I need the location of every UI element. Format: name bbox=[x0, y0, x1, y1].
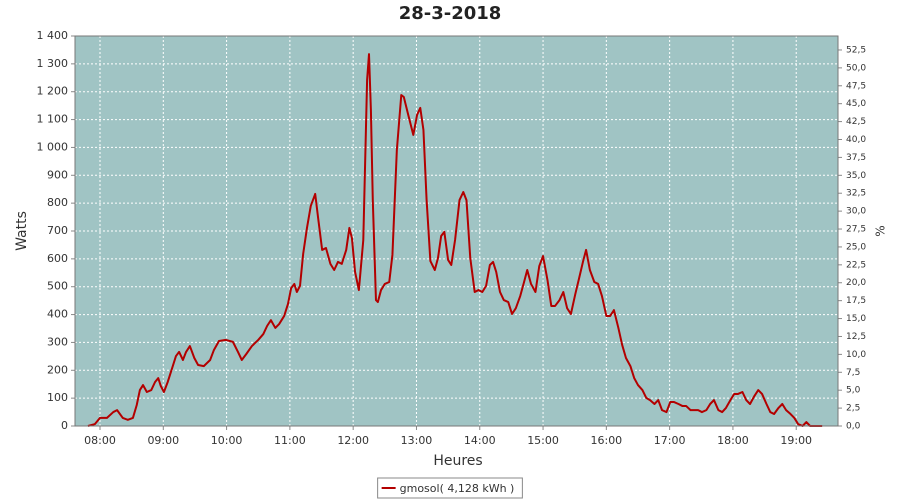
y-tick-label: 900 bbox=[47, 168, 68, 181]
y-tick-label: 1 200 bbox=[37, 85, 69, 98]
legend: gmosol( 4,128 kWh ) bbox=[377, 477, 523, 499]
legend-box bbox=[377, 477, 523, 499]
y2-tick-label: 32,5 bbox=[846, 189, 866, 199]
y2-tick-label: 45,0 bbox=[846, 99, 866, 109]
y-tick-label: 1 300 bbox=[37, 57, 69, 70]
y2-tick-label: 10,0 bbox=[846, 350, 866, 360]
y-tick-label: 400 bbox=[47, 308, 68, 321]
x-tick-label: 10:00 bbox=[211, 434, 243, 447]
x-tick-label: 14:00 bbox=[464, 434, 496, 447]
y-tick-label: 200 bbox=[47, 363, 68, 376]
y2-tick-label: 7,5 bbox=[846, 368, 860, 378]
y-tick-label: 600 bbox=[47, 252, 68, 265]
y2-tick-label: 25,0 bbox=[846, 242, 866, 252]
y2-tick-label: 22,5 bbox=[846, 260, 866, 270]
y-tick-label: 1 400 bbox=[37, 29, 69, 42]
x-tick-label: 18:00 bbox=[717, 434, 749, 447]
x-tick-label: 08:00 bbox=[84, 434, 116, 447]
y2-tick-label: 47,5 bbox=[846, 81, 866, 91]
y-tick-label: 300 bbox=[47, 335, 68, 348]
y-axis-label: Watts bbox=[14, 211, 30, 251]
x-tick-label: 16:00 bbox=[590, 434, 622, 447]
legend-label: gmosol( 4,128 kWh ) bbox=[400, 482, 515, 495]
y2-tick-label: 40,0 bbox=[846, 135, 866, 145]
y2-tick-label: 52,5 bbox=[846, 45, 866, 55]
y2-tick-label: 35,0 bbox=[846, 171, 866, 181]
y2-tick-label: 27,5 bbox=[846, 225, 866, 235]
y2-tick-label: 5,0 bbox=[846, 386, 861, 396]
y2-tick-label: 2,5 bbox=[846, 404, 860, 414]
y2-tick-label: 17,5 bbox=[846, 296, 866, 306]
x-tick-label: 15:00 bbox=[527, 434, 559, 447]
y2-axis-label: % bbox=[874, 225, 888, 236]
x-tick-label: 09:00 bbox=[147, 434, 179, 447]
y-tick-label: 0 bbox=[61, 419, 68, 432]
chart-title: 28-3-2018 bbox=[399, 3, 502, 24]
y2-tick-label: 0,0 bbox=[846, 422, 861, 432]
y-tick-label: 700 bbox=[47, 224, 68, 237]
x-tick-label: 13:00 bbox=[401, 434, 433, 447]
plot-border bbox=[74, 35, 839, 427]
y2-tick-label: 42,5 bbox=[846, 117, 866, 127]
y-tick-label: 800 bbox=[47, 196, 68, 209]
y2-tick-label: 20,0 bbox=[846, 278, 866, 288]
y-tick-label: 500 bbox=[47, 280, 68, 293]
x-tick-label: 19:00 bbox=[780, 434, 812, 447]
x-tick-label: 11:00 bbox=[274, 434, 306, 447]
x-tick-label: 12:00 bbox=[337, 434, 369, 447]
y-tick-label: 1 100 bbox=[37, 113, 69, 126]
y2-tick-label: 30,0 bbox=[846, 207, 866, 217]
series-line bbox=[87, 53, 823, 427]
x-tick-label: 17:00 bbox=[654, 434, 686, 447]
y2-tick-label: 50,0 bbox=[846, 63, 866, 73]
y2-tick-label: 12,5 bbox=[846, 332, 866, 342]
y-tick-label: 1 000 bbox=[37, 140, 69, 153]
x-axis-label: Heures bbox=[433, 453, 482, 469]
y-tick-label: 100 bbox=[47, 391, 68, 404]
y2-tick-label: 15,0 bbox=[846, 314, 866, 324]
y2-tick-label: 37,5 bbox=[846, 153, 866, 163]
